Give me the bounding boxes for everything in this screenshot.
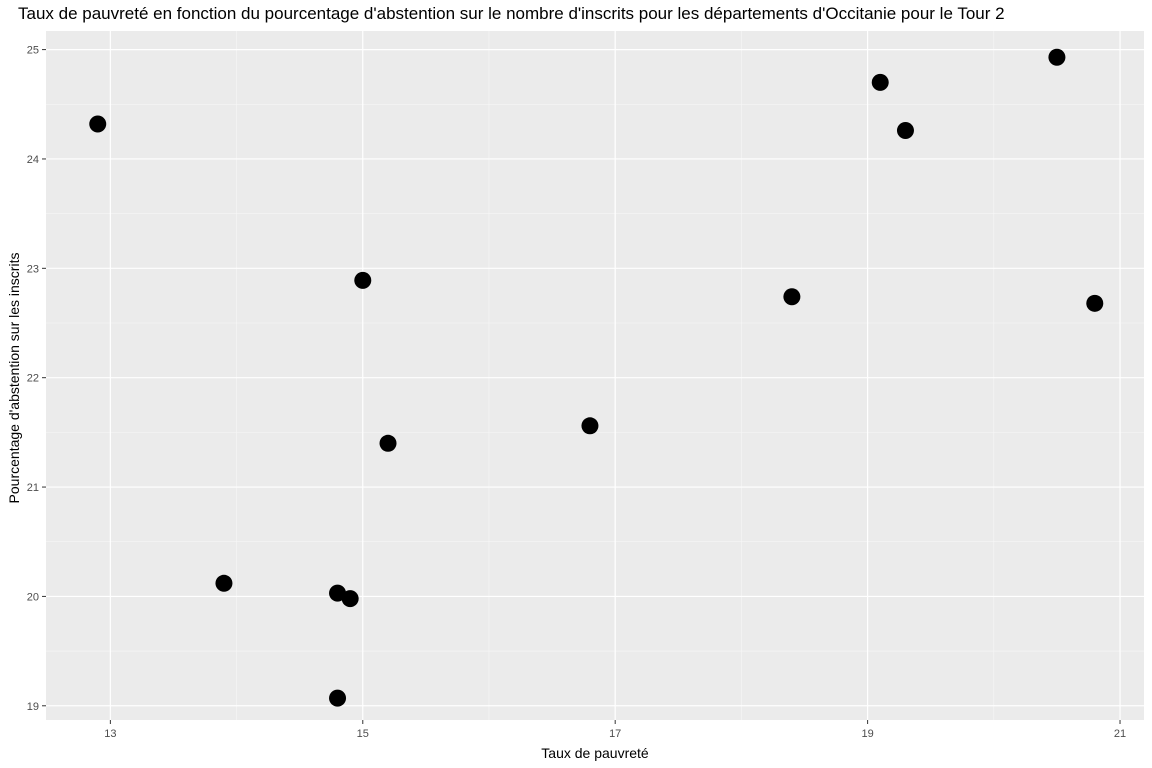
data-point	[871, 73, 889, 91]
data-point	[1048, 48, 1066, 66]
y-tick-label: 23	[27, 263, 39, 275]
x-tick-label: 21	[1114, 728, 1126, 740]
chart-title: Taux de pauvreté en fonction du pourcent…	[18, 4, 1005, 23]
data-point	[354, 271, 372, 289]
data-point	[896, 122, 914, 140]
data-point	[581, 417, 599, 435]
y-tick-label: 19	[27, 701, 39, 713]
data-point	[341, 590, 359, 608]
y-tick-label: 25	[27, 45, 39, 57]
x-tick-label: 17	[609, 728, 621, 740]
data-points	[89, 48, 1104, 707]
data-point	[329, 689, 347, 707]
x-axis-label: Taux de pauvreté	[541, 745, 649, 761]
data-point	[215, 574, 233, 592]
grid-minor	[46, 31, 1144, 720]
data-point	[1086, 294, 1104, 312]
x-tick-label: 19	[861, 728, 873, 740]
y-axis-label: Pourcentage d'abstention sur les inscrit…	[6, 253, 22, 504]
y-tick-label: 21	[27, 482, 39, 494]
grid-major	[46, 31, 1144, 720]
y-tick-label: 24	[27, 154, 39, 166]
plot-panel	[46, 31, 1144, 720]
x-tick-label: 13	[104, 728, 116, 740]
data-point	[89, 115, 107, 133]
data-point	[783, 288, 801, 306]
y-tick-label: 22	[27, 373, 39, 385]
y-tick-label: 20	[27, 591, 39, 603]
axis-ticks: 13 15 17 19 21 19 20 21 22 23 24 25	[27, 45, 1126, 740]
data-point	[379, 434, 397, 452]
x-tick-label: 15	[357, 728, 369, 740]
